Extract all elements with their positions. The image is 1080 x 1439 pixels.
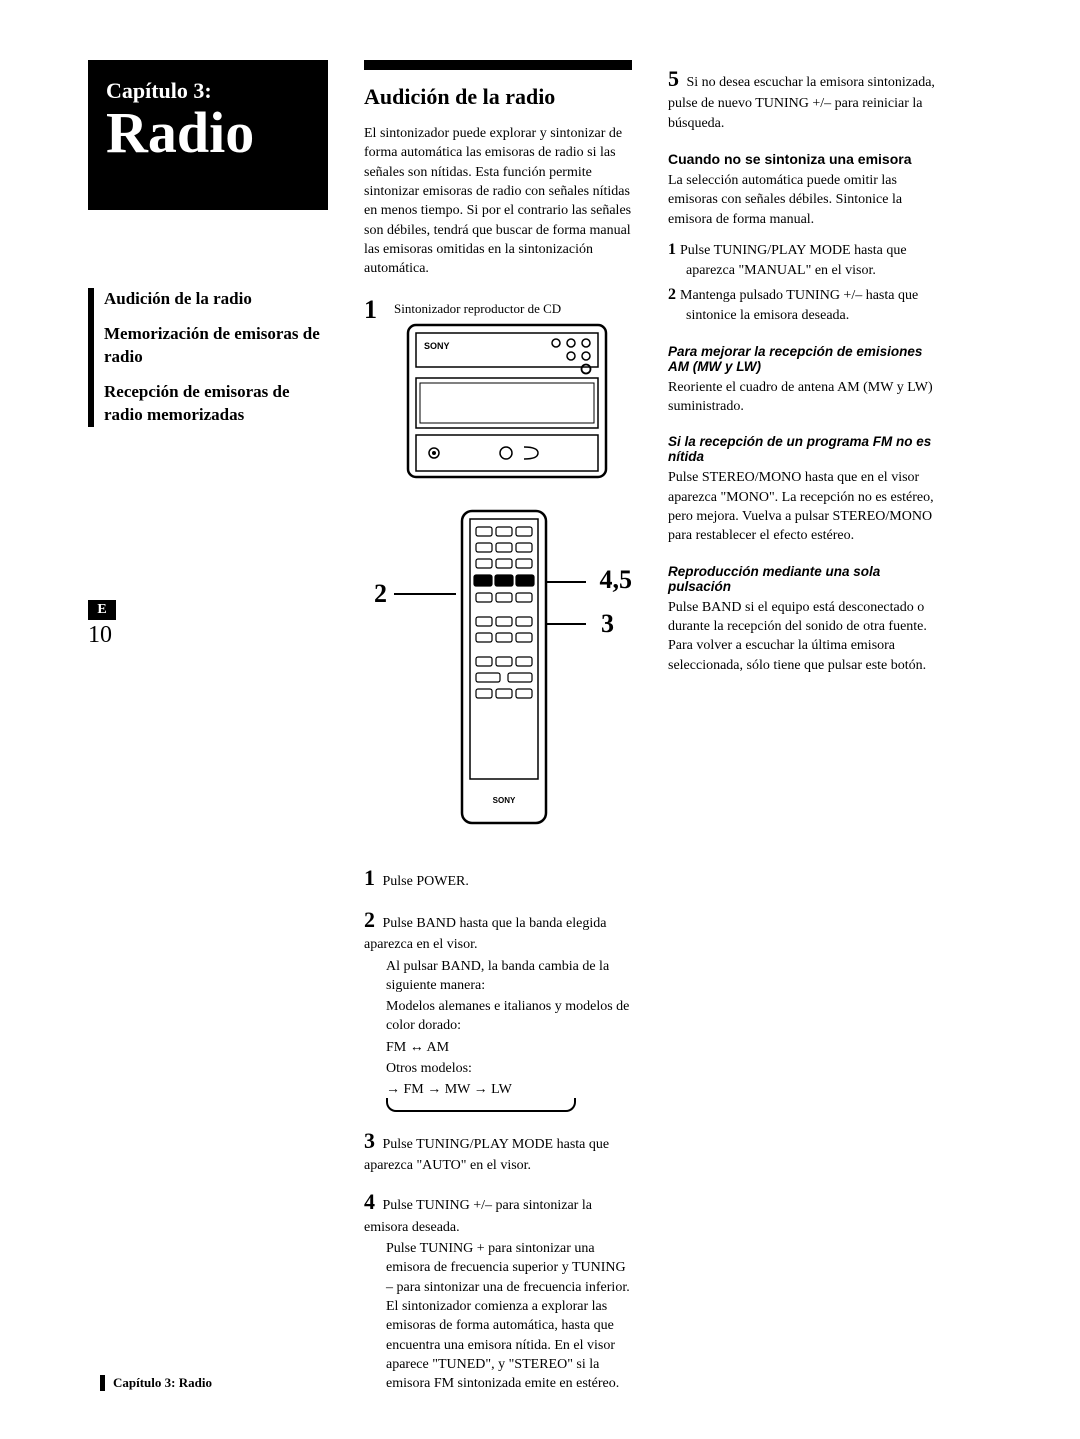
chapter-box: Capítulo 3: Radio — [88, 60, 328, 210]
substep-number: 2 — [668, 286, 676, 303]
callout-line — [394, 593, 456, 595]
toc-item: Audición de la radio — [104, 288, 328, 311]
language-badge: E — [88, 600, 116, 620]
remote-illustration: SONY — [456, 509, 552, 829]
middle-column: Audición de la radio El sintonizador pue… — [364, 60, 632, 1406]
step-number: 4 — [364, 1189, 375, 1214]
footer-chapter-label: Capítulo 3: Radio — [100, 1375, 212, 1391]
subheading-italic: Si la recepción de un programa FM no es … — [668, 434, 936, 464]
step-body: Pulse TUNING + para sintonizar una emiso… — [386, 1239, 632, 1394]
subheading-italic: Para mejorar la recepción de emisiones A… — [668, 344, 936, 374]
callout-number-2: 2 — [374, 579, 387, 609]
step-number: 2 — [364, 907, 375, 932]
step-body: Otros modelos: — [386, 1059, 632, 1078]
section-heading: Audición de la radio — [364, 84, 632, 110]
paragraph: Pulse BAND si el equipo está desconectad… — [668, 598, 936, 675]
figure-remote: 2 4,5 3 — [364, 509, 632, 839]
intro-paragraph: El sintonizador puede explorar y sintoni… — [364, 124, 632, 279]
page-tab: E 10 — [88, 600, 116, 649]
band-cycle-b: → FM → MW → LW — [386, 1080, 632, 1099]
step-3: 3 Pulse TUNING/PLAY MODE hasta que apare… — [364, 1126, 632, 1176]
figure-caption: Sintonizador reproductor de CD — [394, 301, 561, 317]
callout-number-3: 3 — [601, 609, 614, 639]
callout-number-1: 1 — [364, 295, 377, 325]
toc-item: Memorización de emisoras de radio — [104, 323, 328, 369]
step-text: Si no desea escuchar la emisora sintoniz… — [668, 75, 935, 131]
step-text: Pulse TUNING +/– para sintonizar la emis… — [364, 1198, 592, 1234]
section-rule — [364, 60, 632, 70]
step-text: Pulse POWER. — [383, 874, 469, 889]
step-body: Modelos alemanes e italianos y modelos d… — [386, 997, 632, 1036]
step-text: Pulse BAND hasta que la banda elegida ap… — [364, 916, 606, 952]
page-number: 10 — [88, 622, 116, 649]
step-2: 2 Pulse BAND hasta que la banda elegida … — [364, 905, 632, 1112]
callout-number-45: 4,5 — [600, 565, 633, 595]
substep-1: 1Pulse TUNING/PLAY MODE hasta que aparez… — [686, 239, 936, 280]
substep-text: Mantenga pulsado TUNING +/– hasta que si… — [680, 288, 918, 323]
left-column: Capítulo 3: Radio Audición de la radio M… — [88, 60, 328, 1406]
substep-number: 1 — [668, 241, 676, 258]
toc-item: Recepción de emisoras de radio memorizad… — [104, 381, 328, 427]
paragraph: Pulse STEREO/MONO hasta que en el visor … — [668, 468, 936, 545]
band-cycle-a: FM ↔ AM — [386, 1038, 632, 1057]
brand-label: SONY — [424, 341, 450, 351]
subheading: Cuando no se sintoniza una emisora — [668, 151, 936, 167]
chapter-title: Radio — [106, 104, 310, 162]
step-5: 5 Si no desea escuchar la emisora sinton… — [668, 64, 936, 133]
substep-2: 2Mantenga pulsado TUNING +/– hasta que s… — [686, 284, 936, 325]
cd-unit-illustration: SONY — [406, 323, 616, 483]
toc-list: Audición de la radio Memorización de emi… — [88, 288, 328, 427]
step-number: 3 — [364, 1128, 375, 1153]
step-body: Al pulsar BAND, la banda cambia de la si… — [386, 957, 632, 996]
brand-label: SONY — [493, 796, 516, 805]
subheading-italic: Reproducción mediante una sola pulsación — [668, 564, 936, 594]
figure-cd-unit: 1 Sintonizador reproductor de CD SONY — [364, 295, 632, 485]
right-column: 5 Si no desea escuchar la emisora sinton… — [668, 60, 936, 1406]
step-number: 5 — [668, 66, 679, 91]
loop-indicator — [386, 1098, 576, 1112]
step-text: Pulse TUNING/PLAY MODE hasta que aparezc… — [364, 1137, 609, 1173]
step-number: 1 — [364, 865, 375, 890]
paragraph: La selección automática puede omitir las… — [668, 171, 936, 229]
substep-text: Pulse TUNING/PLAY MODE hasta que aparezc… — [680, 243, 907, 278]
step-1: 1 Pulse POWER. — [364, 863, 632, 893]
paragraph: Reoriente el cuadro de antena AM (MW y L… — [668, 378, 936, 417]
step-4: 4 Pulse TUNING +/– para sintonizar la em… — [364, 1187, 632, 1393]
